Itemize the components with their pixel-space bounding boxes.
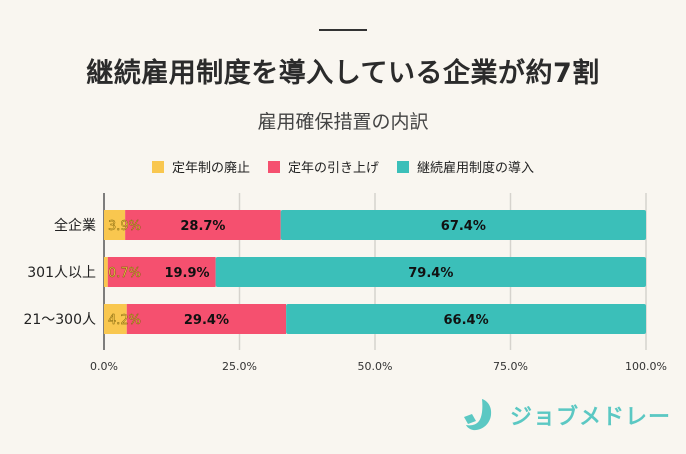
data-label: 19.9% bbox=[164, 266, 209, 281]
bar-segment bbox=[104, 210, 126, 240]
bar-segment bbox=[280, 210, 646, 240]
legend-item-continued: 継続雇用制度の導入 bbox=[397, 157, 534, 176]
bar-segment bbox=[104, 304, 127, 334]
category-label: 301人以上 bbox=[27, 265, 96, 281]
data-label: 4.2% bbox=[108, 313, 141, 328]
x-tick-label: 25.0% bbox=[222, 360, 257, 373]
logo: ジョブメドレー bbox=[462, 397, 671, 433]
bar-segment bbox=[126, 304, 287, 334]
title-rule bbox=[319, 29, 367, 31]
bar-segment bbox=[104, 257, 108, 287]
data-label: 29.4% bbox=[184, 313, 229, 328]
bar-segment bbox=[125, 210, 281, 240]
data-label: 0.7% bbox=[108, 266, 141, 281]
chart-title: 継続雇用制度を導入している企業が約7割 bbox=[86, 58, 600, 89]
legend-label: 定年制の廃止 bbox=[171, 161, 250, 176]
legend-swatch bbox=[151, 160, 164, 173]
data-label: 3.9% bbox=[108, 219, 141, 234]
x-tick-label: 75.0% bbox=[493, 360, 528, 373]
bar-segment bbox=[286, 304, 646, 334]
data-label: 28.7% bbox=[180, 219, 225, 234]
legend-item-abolish: 定年制の廃止 bbox=[151, 157, 250, 176]
x-tick-label: 50.0% bbox=[358, 360, 393, 373]
x-tick-label: 100.0% bbox=[625, 360, 667, 373]
data-label: 67.4% bbox=[441, 219, 486, 234]
bar-segment bbox=[215, 257, 647, 287]
legend-label: 定年の引き上げ bbox=[287, 161, 379, 176]
logo-text: ジョブメドレー bbox=[510, 405, 672, 430]
chart-subtitle: 雇用確保措置の内訳 bbox=[257, 111, 429, 133]
legend-swatch bbox=[397, 160, 409, 173]
legend: 定年制の廃止 定年の引き上げ 継続雇用制度の導入 bbox=[0, 157, 686, 176]
category-label: 21～300人 bbox=[23, 312, 96, 328]
logo-icon bbox=[464, 399, 492, 431]
legend-label: 継続雇用制度の導入 bbox=[417, 161, 535, 176]
category-label: 全企業 bbox=[54, 217, 96, 234]
legend-swatch bbox=[267, 160, 280, 173]
bar-segment bbox=[107, 257, 216, 287]
data-label: 66.4% bbox=[444, 313, 489, 328]
data-label: 79.4% bbox=[408, 266, 453, 281]
legend-item-raise: 定年の引き上げ bbox=[267, 157, 379, 176]
x-tick-label: 0.0% bbox=[90, 360, 118, 373]
